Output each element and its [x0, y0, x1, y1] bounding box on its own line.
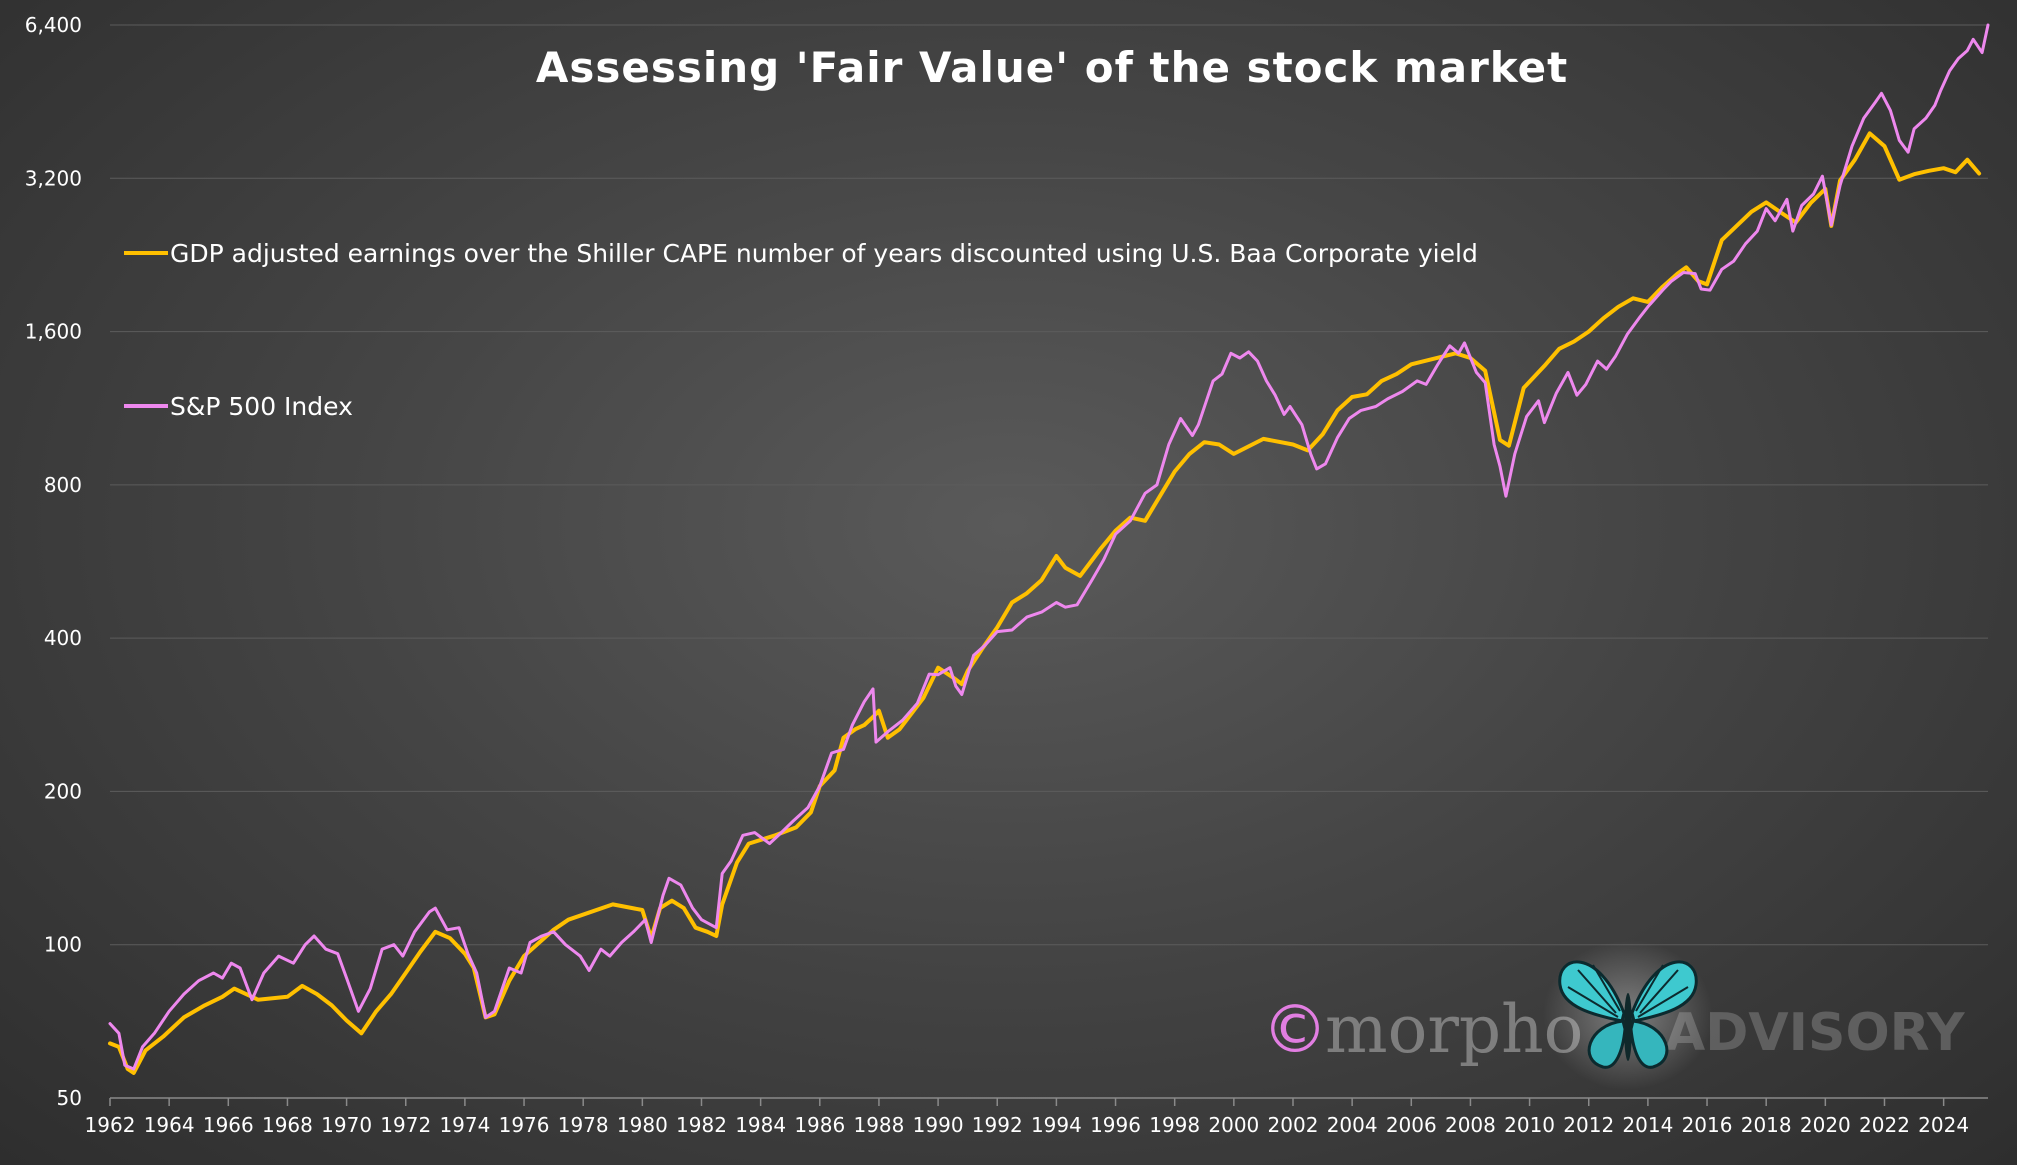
x-tick-label: 2002	[1268, 1113, 1319, 1137]
x-tick-label: 1966	[203, 1113, 254, 1137]
chart-title: Assessing 'Fair Value' of the stock mark…	[536, 43, 1568, 92]
x-tick-label: 1968	[262, 1113, 313, 1137]
legend: GDP adjusted earnings over the Shiller C…	[124, 239, 1478, 421]
y-tick-label: 1,600	[25, 320, 82, 344]
legend-label-gdp-earnings: GDP adjusted earnings over the Shiller C…	[170, 239, 1478, 268]
x-tick-label: 1984	[735, 1113, 786, 1137]
x-tick-label: 1962	[85, 1113, 136, 1137]
x-tick-label: 1978	[558, 1113, 609, 1137]
y-tick-label: 400	[44, 626, 82, 650]
grid-lines	[110, 24, 1988, 1099]
x-tick-label: 2012	[1563, 1113, 1614, 1137]
x-tick-label: 2016	[1682, 1113, 1733, 1137]
x-tick-label: 1970	[321, 1113, 372, 1137]
series-lines	[108, 23, 1990, 1075]
x-tick-label: 2022	[1859, 1113, 1910, 1137]
x-tick-label: 1994	[1031, 1113, 1082, 1137]
x-tick-label: 2004	[1327, 1113, 1378, 1137]
x-tick-label: 1972	[380, 1113, 431, 1137]
x-tick-label: 2014	[1622, 1113, 1673, 1137]
y-tick-label: 800	[44, 473, 82, 497]
x-tick-label: 1990	[913, 1113, 964, 1137]
y-tick-label: 50	[57, 1086, 82, 1110]
x-tick-label: 1980	[617, 1113, 668, 1137]
x-tick-label: 1982	[676, 1113, 727, 1137]
series-line-sp500	[108, 23, 1990, 1071]
x-tick-label: 2008	[1445, 1113, 1496, 1137]
x-tick-label: 2006	[1386, 1113, 1437, 1137]
series-line-gdp-earnings	[108, 131, 1982, 1075]
butterfly-icon	[1543, 940, 1713, 1090]
x-tick-label: 2020	[1800, 1113, 1851, 1137]
x-tick-label: 2024	[1918, 1113, 1969, 1137]
y-tick-label: 3,200	[25, 166, 82, 190]
x-tick-label: 1976	[499, 1113, 550, 1137]
x-tick-label: 2010	[1504, 1113, 1555, 1137]
legend-label-sp500: S&P 500 Index	[170, 392, 353, 421]
x-tick-label: 1974	[439, 1113, 490, 1137]
watermark: © morpho ADVISORY	[1262, 940, 1966, 1090]
legend-entry-sp500[interactable]: S&P 500 Index	[124, 392, 353, 421]
x-tick-label: 1988	[853, 1113, 904, 1137]
x-tick-label: 2000	[1208, 1113, 1259, 1137]
x-axis-ticks: 1962 1964 1966 1968 1970 1972 1974 1976 1978 1980…	[85, 1098, 1969, 1137]
legend-entry-gdp-earnings[interactable]: GDP adjusted earnings over the Shiller C…	[124, 239, 1478, 268]
y-tick-label: 100	[44, 933, 82, 957]
y-tick-label: 6,400	[25, 13, 82, 37]
copyright-symbol: ©	[1262, 991, 1328, 1068]
x-tick-label: 1986	[794, 1113, 845, 1137]
x-tick-label: 1998	[1149, 1113, 1200, 1137]
y-axis-ticks: 50 100 200 400 800 1,600 3,200 6,400	[25, 13, 82, 1110]
x-tick-label: 1996	[1090, 1113, 1141, 1137]
watermark-brand-suffix: ADVISORY	[1665, 1003, 1966, 1063]
watermark-brand-word: morpho	[1325, 991, 1583, 1068]
x-tick-label: 1992	[972, 1113, 1023, 1137]
y-tick-label: 200	[44, 779, 82, 803]
x-tick-label: 2018	[1741, 1113, 1792, 1137]
x-tick-label: 1964	[144, 1113, 195, 1137]
